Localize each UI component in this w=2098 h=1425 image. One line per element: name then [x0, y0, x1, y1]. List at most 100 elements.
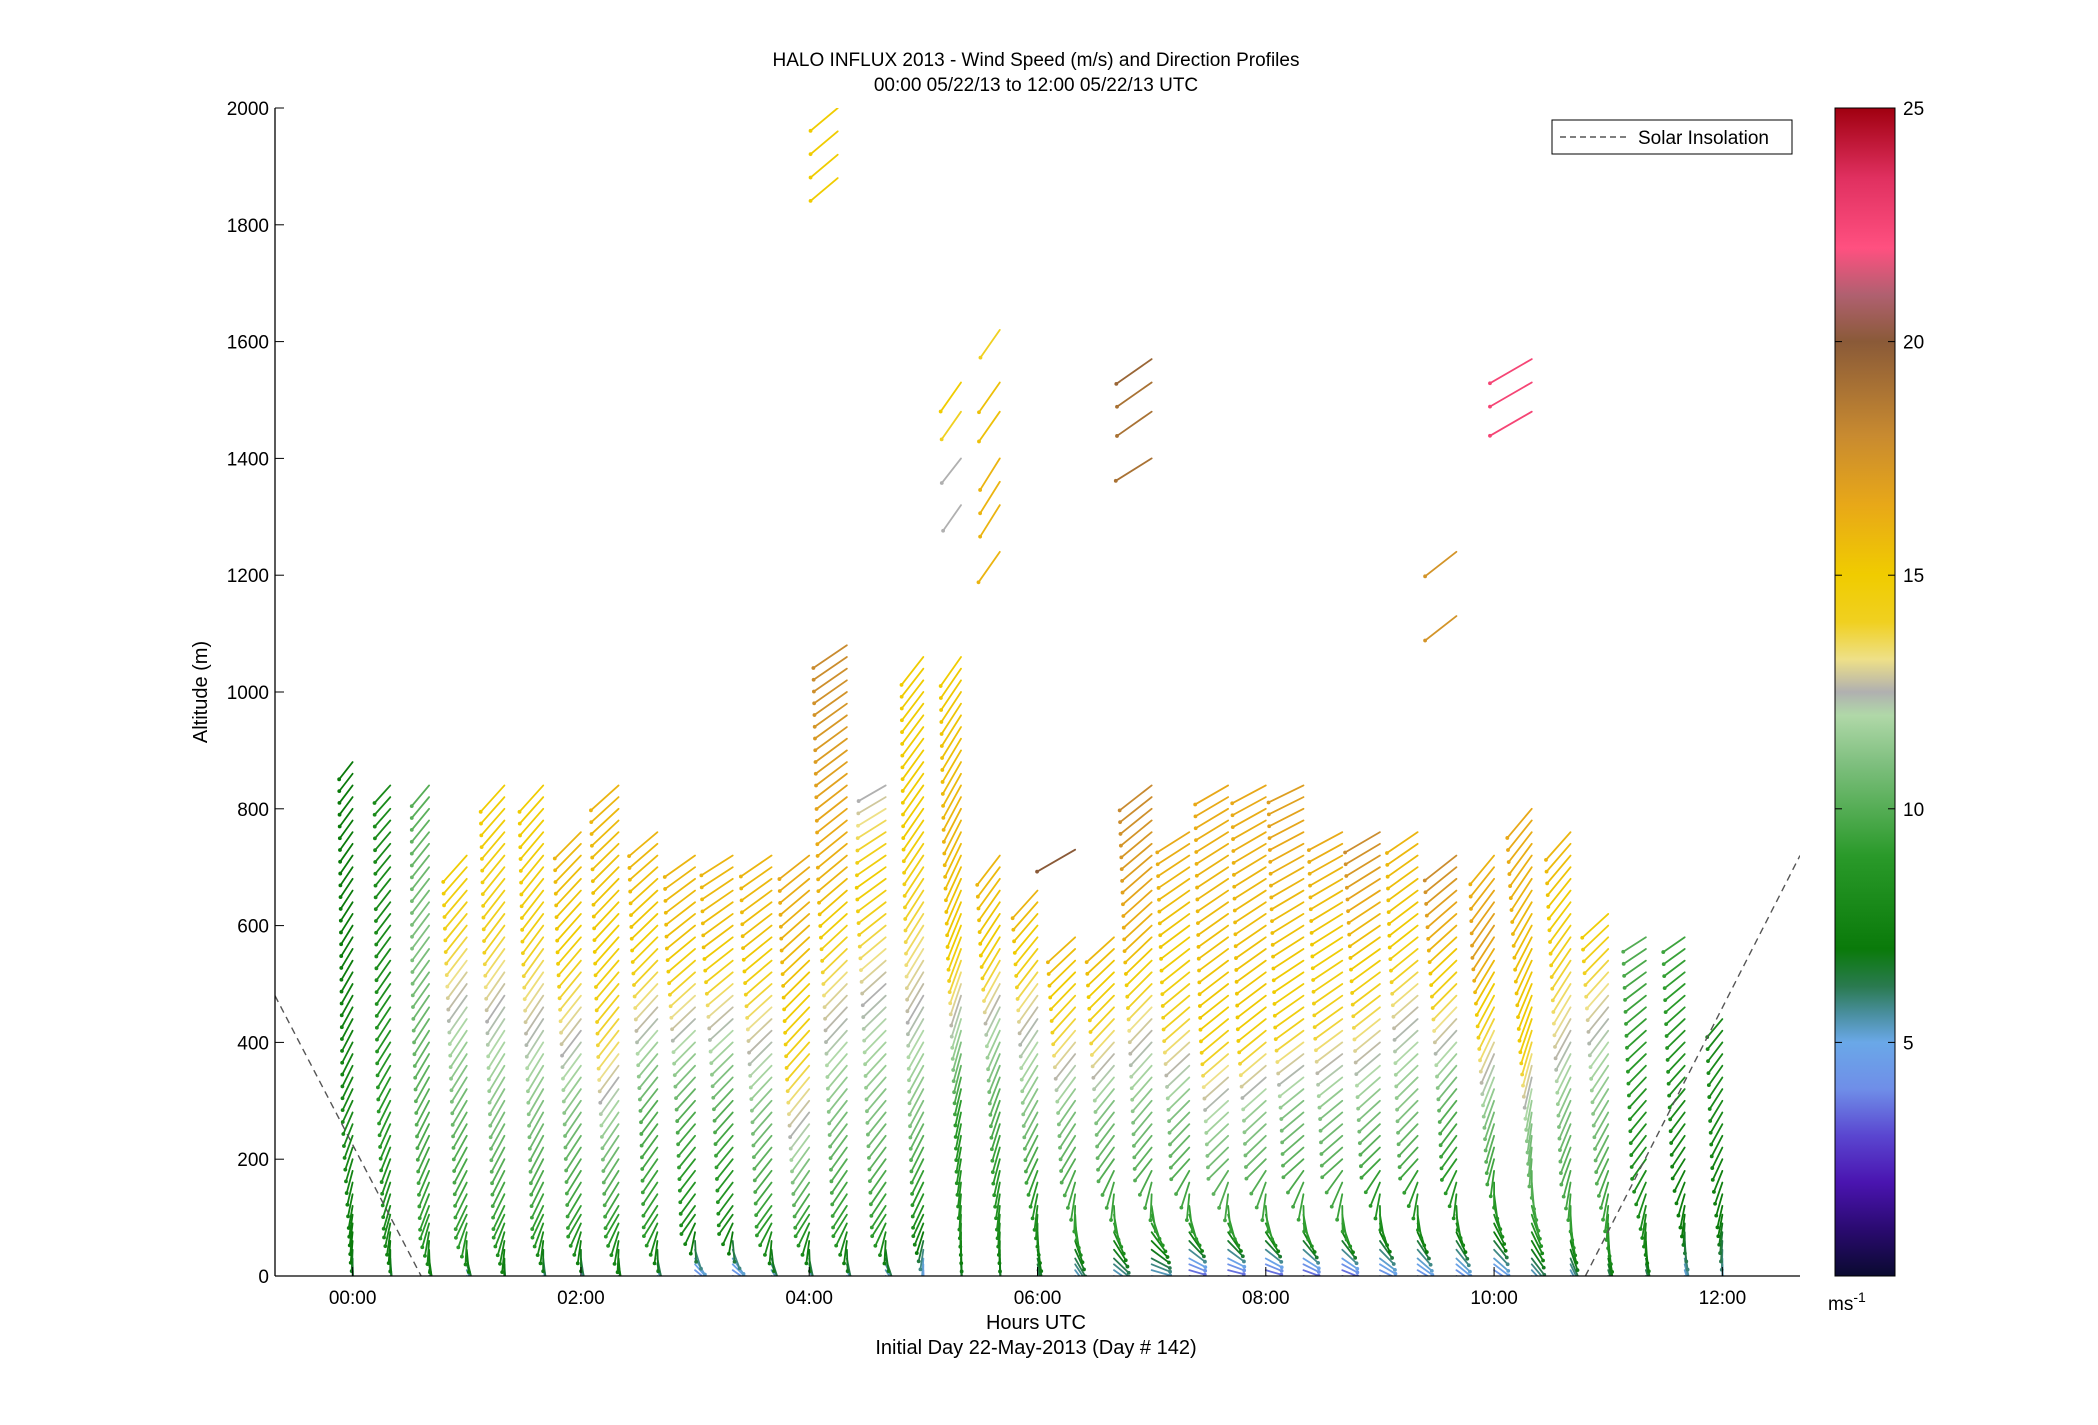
barb-shaft	[752, 1111, 773, 1135]
barb-shaft	[921, 1257, 925, 1276]
barb-tip	[374, 942, 379, 947]
barb-tip	[1402, 1190, 1407, 1195]
barb-tip	[854, 885, 859, 890]
barb-shaft	[869, 1181, 887, 1206]
barb-shaft	[341, 1088, 354, 1112]
barb-shaft	[879, 1231, 887, 1256]
barb-shaft	[666, 936, 696, 962]
barb-shaft	[649, 1231, 659, 1256]
barb-tip	[1592, 1135, 1597, 1140]
barb-tip	[1621, 961, 1626, 966]
wind-barb	[819, 913, 848, 940]
barb-tip	[1126, 1006, 1130, 1010]
barb-shaft	[784, 1018, 811, 1046]
barb-shaft	[1207, 1146, 1230, 1169]
barb-shaft	[1234, 924, 1267, 948]
barb-tip	[1354, 1072, 1359, 1076]
wind-barb	[1020, 1076, 1039, 1105]
barb-tip	[1359, 1175, 1364, 1180]
barb-tip	[904, 963, 909, 968]
wind-barb	[487, 1076, 506, 1105]
barb-tip	[372, 824, 377, 829]
wind-barb	[555, 913, 582, 943]
barb-tip	[663, 1286, 667, 1290]
wind-barb	[857, 913, 887, 937]
wind-barb	[783, 1018, 811, 1047]
barb-tip	[418, 1227, 422, 1232]
barb-tip	[856, 799, 861, 803]
wind-barb	[950, 1029, 962, 1061]
wind-barb	[1032, 1205, 1039, 1232]
barb-tip	[444, 973, 449, 977]
wind-barb	[1206, 1158, 1230, 1181]
barb-tip	[373, 907, 378, 912]
barb-tip	[1397, 1165, 1402, 1170]
barb-tip	[445, 996, 450, 1000]
barb-tip	[1157, 1236, 1162, 1241]
barb-tip	[619, 1278, 623, 1282]
barb-tip	[667, 981, 672, 986]
barb-tip	[560, 1065, 565, 1070]
barb-shaft	[597, 1029, 620, 1058]
barb-tip	[1279, 1117, 1284, 1121]
barb-tip	[1348, 1244, 1353, 1249]
barb-shaft	[341, 1064, 354, 1088]
wind-barb	[417, 1193, 430, 1220]
barb-tip	[1236, 1243, 1241, 1248]
barb-shaft	[1013, 913, 1039, 943]
wind-barb	[677, 1146, 696, 1170]
barb-shaft	[816, 831, 848, 857]
wind-barb	[1168, 1146, 1191, 1170]
barb-shaft	[591, 831, 620, 859]
barb-tip	[640, 1167, 645, 1171]
barb-shaft	[377, 1076, 392, 1101]
barb-tip	[487, 1089, 492, 1093]
wind-barb	[1122, 913, 1153, 942]
barb-tip	[916, 1259, 921, 1264]
barb-shaft	[338, 784, 354, 804]
barb-shaft	[1269, 854, 1305, 875]
barb-shaft	[411, 924, 430, 950]
barb-shaft	[821, 936, 848, 962]
barb-tip	[743, 992, 748, 997]
barb-shaft	[415, 1099, 430, 1126]
barb-tip	[1506, 1269, 1511, 1273]
wind-barb	[1012, 924, 1039, 955]
barb-tip	[1270, 931, 1275, 935]
barb-tip	[1397, 1153, 1401, 1158]
barb-tip	[1273, 1037, 1278, 1042]
barb-shaft	[345, 1158, 354, 1183]
barb-shaft	[483, 913, 506, 942]
wind-barb	[1272, 971, 1305, 995]
barb-tip	[633, 1017, 638, 1022]
barb-shaft	[831, 1181, 848, 1206]
wind-barb	[677, 1158, 696, 1181]
barb-shaft	[519, 831, 545, 860]
barb-tip	[410, 911, 414, 915]
wind-barb	[1273, 1018, 1305, 1042]
barb-shaft	[1022, 1088, 1039, 1116]
barb-tip	[1422, 878, 1427, 883]
barb-tip	[1554, 1079, 1559, 1084]
barb-tip	[486, 1077, 491, 1082]
barb-tip	[1052, 1053, 1056, 1058]
barb-tip	[1406, 1204, 1411, 1208]
barb-tip	[1706, 1071, 1711, 1076]
barb-tip	[518, 833, 522, 838]
barb-tip	[796, 1243, 801, 1248]
barb-tip	[1552, 1033, 1557, 1038]
barb-shaft	[1188, 1240, 1205, 1258]
wind-barb	[416, 1146, 430, 1174]
barb-shaft	[1196, 866, 1230, 889]
wind-barb	[903, 877, 925, 910]
barb-shaft	[1130, 1064, 1153, 1090]
barb-shaft	[491, 1181, 506, 1208]
barb-tip	[714, 1153, 718, 1158]
barb-shaft	[1234, 913, 1267, 936]
wind-barb	[865, 1099, 887, 1125]
barb-tip	[430, 1278, 434, 1282]
barb-tip	[1279, 1259, 1284, 1264]
y-tick-label: 600	[237, 917, 269, 938]
barb-tip	[1058, 1145, 1062, 1150]
